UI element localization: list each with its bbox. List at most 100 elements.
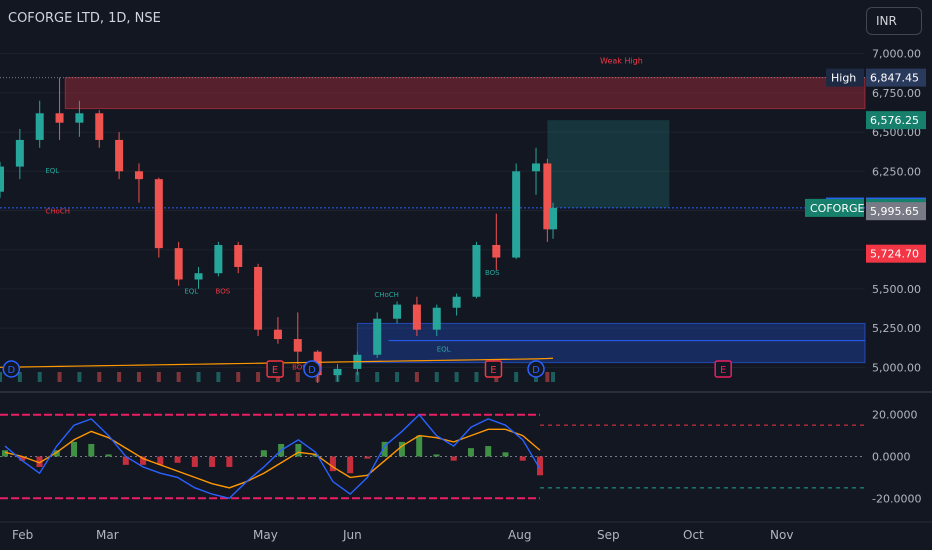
candle — [432, 304, 441, 336]
event-marker-label: E — [272, 365, 278, 376]
candle-body — [393, 304, 402, 319]
price-label-box — [866, 202, 926, 221]
candle-body — [492, 245, 501, 258]
structure-label: EQL — [45, 167, 59, 175]
osc-hist-bar — [174, 456, 181, 463]
osc-hist-bar — [312, 454, 319, 457]
osc-hist-bar — [2, 450, 8, 457]
osc-hist-bar — [398, 441, 405, 457]
time-label: Sep — [597, 528, 620, 542]
price-label: 5,995.65 — [866, 202, 926, 221]
price-tick-label: 5,250.00 — [872, 322, 921, 335]
volume-bar — [514, 372, 519, 382]
candle — [75, 100, 84, 137]
volume-bar — [136, 372, 141, 382]
price-label-box — [866, 68, 926, 87]
osc-hist-bar — [347, 456, 354, 474]
time-label: Aug — [508, 528, 531, 542]
candle — [333, 364, 342, 382]
candle-body — [543, 163, 552, 230]
event-marker-label: E — [720, 365, 726, 376]
candle-body — [55, 113, 64, 123]
currency-button[interactable]: INR — [866, 7, 922, 35]
candle-body — [194, 273, 203, 280]
structure-label: CHoCH — [45, 208, 70, 216]
price-label-box — [866, 111, 926, 130]
candle-body — [15, 139, 24, 167]
time-label: May — [253, 528, 278, 542]
candle — [214, 241, 223, 277]
osc-hist-bar — [122, 456, 129, 465]
osc-hist-bar — [88, 443, 95, 457]
osc-hist-bar — [467, 448, 474, 457]
volume-bar — [17, 372, 22, 382]
volume-bar — [295, 372, 300, 382]
osc-hist-bar — [71, 441, 78, 457]
volume-bar — [236, 372, 241, 382]
candle — [293, 312, 302, 365]
candle — [174, 241, 183, 286]
candle — [373, 312, 382, 358]
dividend-icon — [303, 360, 321, 378]
candle — [512, 163, 521, 260]
volume-bar — [37, 372, 42, 382]
candle-body — [373, 318, 382, 355]
target-zone — [547, 120, 670, 208]
candle-body — [333, 368, 342, 376]
structure-label: EQL — [437, 346, 451, 354]
volume-bar — [545, 372, 550, 382]
candle — [134, 163, 143, 203]
candle — [115, 132, 124, 180]
structure-label: EQL — [184, 288, 198, 296]
osc-hist-bar — [502, 452, 509, 457]
candle — [452, 293, 461, 316]
candle-body — [0, 166, 4, 192]
osc-hist-bar — [191, 456, 198, 467]
event-marker-e: E — [714, 360, 732, 378]
candle — [532, 147, 541, 195]
event-marker-e: E — [484, 360, 503, 378]
event-marker-d: D — [527, 360, 545, 378]
volume-bar — [156, 372, 161, 382]
candle — [273, 317, 282, 344]
volume-bar — [117, 372, 122, 382]
earnings-icon — [266, 360, 284, 378]
volume-bar — [77, 372, 82, 382]
osc-tick-label: 0.0000 — [872, 451, 911, 464]
osc-tick-label: -20.0000 — [872, 492, 921, 505]
price-tag-box — [826, 68, 864, 87]
page-title: COFORGE LTD, 1D, NSE — [8, 11, 161, 26]
event-marker-e: E — [266, 360, 284, 378]
osc-tick-label: 20.0000 — [872, 409, 918, 422]
candle-body — [134, 171, 143, 180]
candle-body — [174, 248, 183, 280]
osc-fast-line — [4, 413, 541, 500]
event-marker-d: D — [2, 360, 21, 378]
time-label: Nov — [770, 528, 793, 542]
volume-bar — [97, 372, 102, 382]
osc-hist-bar — [226, 456, 233, 467]
volume-bar — [395, 372, 400, 382]
price-label: 6,847.45 High — [826, 68, 926, 87]
earnings-icon — [484, 360, 503, 378]
osc-hist-bar — [381, 441, 388, 457]
weak-high-label: Weak High — [600, 57, 643, 66]
volume-bar — [434, 372, 439, 382]
structure-label: BOS — [485, 269, 500, 277]
supply-zone — [64, 77, 866, 110]
structure-label: BOS — [216, 288, 231, 296]
price-tick-label: 6,250.00 — [872, 165, 921, 178]
candle — [353, 351, 362, 376]
osc-hist-bar — [433, 454, 440, 457]
price-tick-label: 5,000.00 — [872, 361, 921, 374]
candle — [35, 100, 44, 148]
volume-bar — [216, 372, 221, 382]
time-label: Jun — [342, 528, 362, 542]
candle — [234, 241, 243, 274]
time-label: Oct — [683, 528, 704, 542]
candle — [254, 263, 263, 336]
candle-body — [95, 113, 104, 140]
price-label-value: 6,576.25 — [870, 114, 919, 127]
